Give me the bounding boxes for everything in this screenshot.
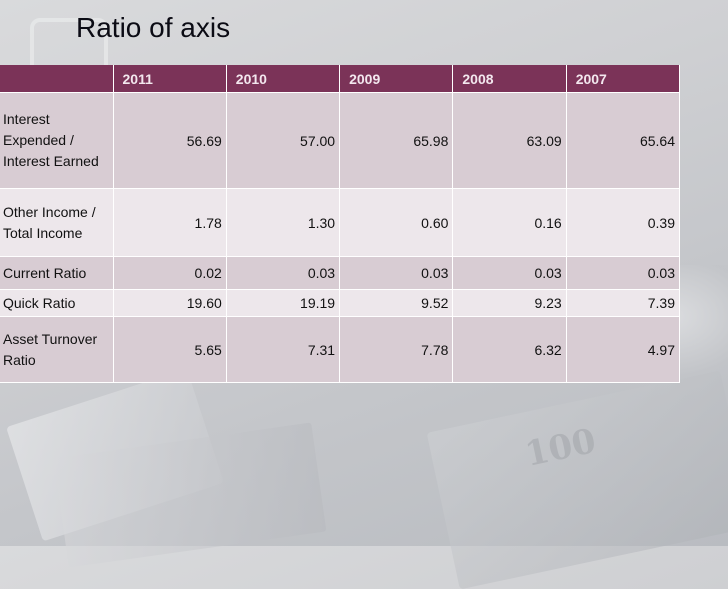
table-cell: 6.32 — [452, 316, 567, 383]
table-cell: 0.16 — [452, 188, 567, 257]
row-label-other-income: Other Income / Total Income — [0, 188, 114, 257]
table-cell: 7.78 — [339, 316, 454, 383]
table-cell: 0.03 — [339, 256, 454, 290]
table-cell: 0.02 — [113, 256, 227, 290]
table-cell: 0.03 — [566, 256, 681, 290]
table-cell: 0.60 — [339, 188, 454, 257]
table-cell: 56.69 — [113, 92, 227, 189]
table-cell: 9.52 — [339, 289, 454, 317]
table-cell: 5.65 — [113, 316, 227, 383]
table-cell: 9.23 — [452, 289, 567, 317]
table-row: Quick Ratio 19.60 19.19 9.52 9.23 7.39 — [0, 289, 681, 317]
corner-header-cell — [0, 65, 114, 93]
year-header-cell: 2011 — [113, 65, 227, 93]
table-header-row: 2011 2010 2009 2008 2007 — [0, 65, 681, 93]
row-label-current-ratio: Current Ratio — [0, 256, 114, 290]
year-header-cell: 2009 — [339, 65, 454, 93]
year-header-cell: 2007 — [566, 65, 681, 93]
table-cell: 63.09 — [452, 92, 567, 189]
row-label-interest-expended: Interest Expended / Interest Earned — [0, 92, 114, 189]
table-cell: 0.03 — [226, 256, 341, 290]
table-cell: 7.39 — [566, 289, 681, 317]
row-label-quick-ratio: Quick Ratio — [0, 289, 114, 317]
table-row: Interest Expended / Interest Earned 56.6… — [0, 92, 681, 189]
table-row: Asset Turnover Ratio 5.65 7.31 7.78 6.32… — [0, 316, 681, 383]
year-header-cell: 2010 — [226, 65, 341, 93]
table-cell: 7.31 — [226, 316, 341, 383]
table-cell: 57.00 — [226, 92, 341, 189]
table-cell: 0.39 — [566, 188, 681, 257]
table-cell: 1.78 — [113, 188, 227, 257]
ratios-table: 2011 2010 2009 2008 2007 Interest Expend… — [0, 65, 681, 383]
table-cell: 65.98 — [339, 92, 454, 189]
slide-title: Ratio of axis — [76, 12, 231, 43]
table-cell: 19.19 — [226, 289, 341, 317]
background-banknote-text: 100 — [521, 421, 600, 475]
table-row: Current Ratio 0.02 0.03 0.03 0.03 0.03 — [0, 256, 681, 290]
table-cell: 4.97 — [566, 316, 681, 383]
year-header-cell: 2008 — [452, 65, 567, 93]
background-paper-image — [6, 368, 224, 542]
table-row: Other Income / Total Income 1.78 1.30 0.… — [0, 188, 681, 257]
background-banknote-image — [426, 370, 728, 589]
table-cell: 19.60 — [113, 289, 227, 317]
row-label-asset-turnover: Asset Turnover Ratio — [0, 316, 114, 383]
table-cell: 65.64 — [566, 92, 681, 189]
table-cell: 1.30 — [226, 188, 341, 257]
table-cell: 0.03 — [452, 256, 567, 290]
